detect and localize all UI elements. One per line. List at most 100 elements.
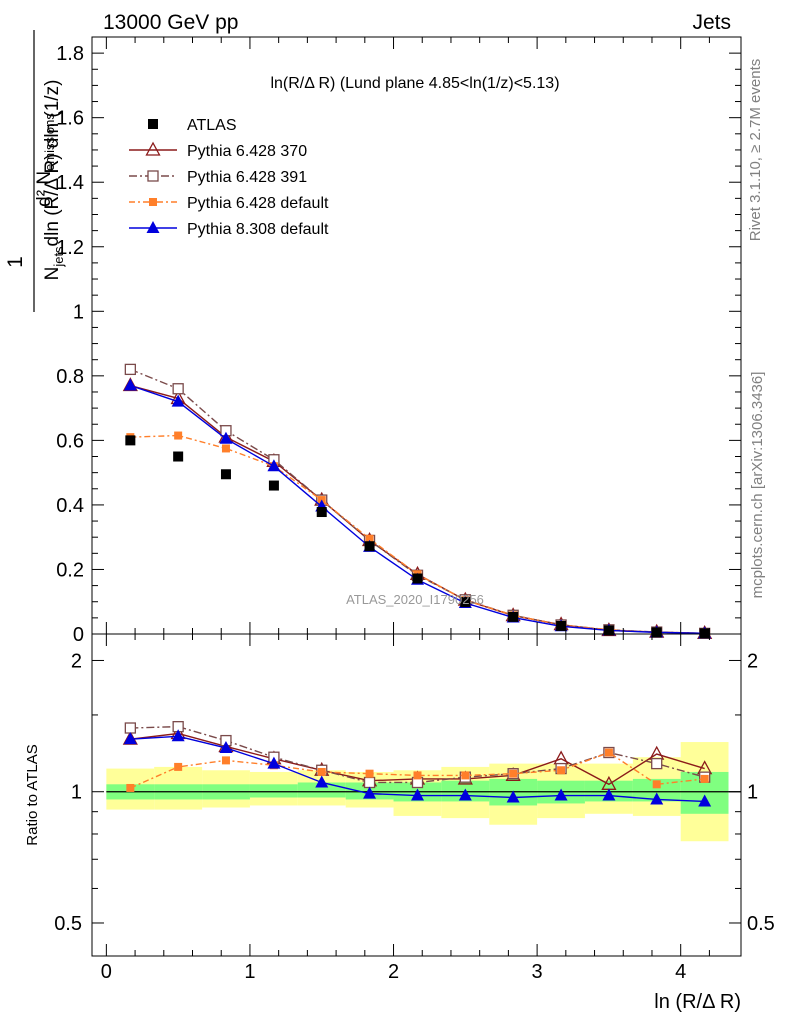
ratio-point-3 xyxy=(123,732,137,745)
data-point-4 xyxy=(219,431,233,444)
legend-label-4: Pythia 8.308 default xyxy=(187,221,329,238)
ratio-point-2 xyxy=(557,766,566,775)
data-point-0 xyxy=(268,480,279,491)
ratio-point-3 xyxy=(602,788,616,801)
ratio-point-2 xyxy=(604,748,613,757)
x-tick-label: 3 xyxy=(532,961,543,983)
band-green xyxy=(297,782,346,798)
ratio-point-2 xyxy=(365,769,374,778)
main-panel: ln(R/Δ R) (Lund plane 4.85<ln(1/z)<5.13)… xyxy=(56,36,742,646)
ratio-point-3 xyxy=(650,792,664,805)
data-point-0 xyxy=(412,573,423,584)
ratio-point-3 xyxy=(506,790,520,803)
data-point-0 xyxy=(651,627,662,638)
data-point-2 xyxy=(124,363,136,376)
ratio-point-2 xyxy=(413,771,422,780)
ratio-point-1 xyxy=(363,776,376,789)
ratio-axes: 0.5 0.5 1 1 2 2 0 1 2 3 4 xyxy=(54,634,775,983)
y-tick-label: 1.8 xyxy=(56,43,84,65)
plot-title: ln(R/Δ R) (Lund plane 4.85<ln(1/z)<5.13) xyxy=(270,75,559,92)
ratio-point-2 xyxy=(221,756,230,765)
ratio-y-tick-label: 2 xyxy=(71,650,82,672)
y-tick-label-zero: 0 xyxy=(73,624,84,646)
data-point-0 xyxy=(460,597,471,608)
ratio-y-tick-label-right: 0.5 xyxy=(747,913,775,935)
main-y-axis-label: 1 d² Nemissions Njetsdln (R/Δ R) dln (1/… xyxy=(4,30,66,312)
data-point-0 xyxy=(556,620,567,631)
data-point-0 xyxy=(316,507,327,518)
ratio-point-3 xyxy=(171,729,185,742)
legend-label-3: Pythia 6.428 default xyxy=(187,195,329,212)
ratio-y-tick-label-right: 2 xyxy=(747,650,758,672)
data-point-0 xyxy=(364,541,375,552)
y-tick-label: 0.2 xyxy=(56,559,84,581)
x-tick-label: 4 xyxy=(675,961,686,983)
band-green xyxy=(249,784,298,798)
legend-marker-2 xyxy=(147,170,159,182)
data-point-0 xyxy=(603,625,614,636)
legend-marker-4 xyxy=(146,221,160,233)
data-point-0 xyxy=(173,451,184,462)
ratio-point-2 xyxy=(174,762,183,771)
legend: ATLAS Pythia 6.428 370 Pythia 6.428 391 Pyt… xyxy=(129,117,329,238)
data-point-3 xyxy=(174,431,183,440)
ratio-point-3 xyxy=(363,786,377,799)
legend-label-0: ATLAS xyxy=(187,117,237,134)
legend-marker-0 xyxy=(148,119,158,129)
x-tick-label: 1 xyxy=(244,961,255,983)
header-energy: 13000 GeV pp xyxy=(103,11,238,34)
ratio-point-2 xyxy=(652,780,661,789)
ratio-point-2 xyxy=(700,774,709,783)
y-tick-label: 0.4 xyxy=(56,495,84,517)
ratio-point-3 xyxy=(219,740,233,753)
x-tick-label: 0 xyxy=(101,961,112,983)
data-point-2 xyxy=(172,383,184,395)
ratio-point-2 xyxy=(126,783,135,792)
ratio-y-tick-label: 1 xyxy=(71,782,82,804)
ratio-point-3 xyxy=(458,788,472,801)
legend-marker-1 xyxy=(145,141,161,156)
data-point-4 xyxy=(123,378,137,391)
y-tick-label: 0.6 xyxy=(56,430,84,452)
ratio-point-3 xyxy=(698,794,712,807)
data-point-3 xyxy=(365,534,374,543)
y-label-one: 1 xyxy=(4,256,27,268)
ratio-point-1 xyxy=(124,722,136,734)
legend-marker-3 xyxy=(149,198,157,206)
main-y-axis: 0.2 0.4 0.6 0.8 1 1.2 1.4 1.6 1.8 0 xyxy=(56,37,741,646)
y-tick-label: 0.8 xyxy=(56,366,84,388)
ratio-y-tick-label-right: 1 xyxy=(747,782,758,804)
ratio-point-2 xyxy=(509,769,518,778)
data-point-4 xyxy=(267,459,281,472)
data-point-3 xyxy=(221,444,230,453)
ratio-y-tick-label: 0.5 xyxy=(54,913,82,935)
y-tick-label: 1 xyxy=(73,301,84,323)
header-jets: Jets xyxy=(692,11,731,34)
mcplots-label: mcplots.cern.ch [arXiv:1306.3436] xyxy=(749,372,766,599)
ratio-panel: 0.5 0.5 1 1 2 2 0 1 2 3 4 Ratio to ATLAS ln (R/Δ R… xyxy=(24,633,775,1013)
data-point-4 xyxy=(171,394,185,407)
ratio-point-3 xyxy=(554,788,568,801)
y-label-denominator: Njetsdln (R/Δ R) dln (1/z) xyxy=(42,80,66,281)
x-tick-label: 2 xyxy=(388,961,399,983)
y-tick-label: 1.2 xyxy=(56,237,84,259)
ratio-point-3 xyxy=(267,756,281,769)
ratio-point-2 xyxy=(317,767,326,776)
y-tick-label: 1.6 xyxy=(56,108,84,130)
data-point-0 xyxy=(699,628,710,639)
ratio-y-label: Ratio to ATLAS xyxy=(24,744,41,845)
rivet-label: Rivet 3.1.10, ≥ 2.7M events xyxy=(747,59,764,242)
data-point-0 xyxy=(125,435,136,446)
band-green xyxy=(632,778,681,802)
legend-label-2: Pythia 6.428 391 xyxy=(187,169,307,186)
x-axis-label: ln (R/Δ R) xyxy=(654,991,741,1013)
y-tick-label: 1.4 xyxy=(56,172,84,194)
legend-label-1: Pythia 6.428 370 xyxy=(187,143,307,160)
data-point-0 xyxy=(508,611,519,622)
data-point-0 xyxy=(220,469,231,480)
ratio-point-1 xyxy=(651,757,663,770)
ratio-point-3 xyxy=(315,775,329,788)
ratio-point-3 xyxy=(411,788,425,801)
analysis-watermark: ATLAS_2020_I1790256 xyxy=(346,592,484,607)
